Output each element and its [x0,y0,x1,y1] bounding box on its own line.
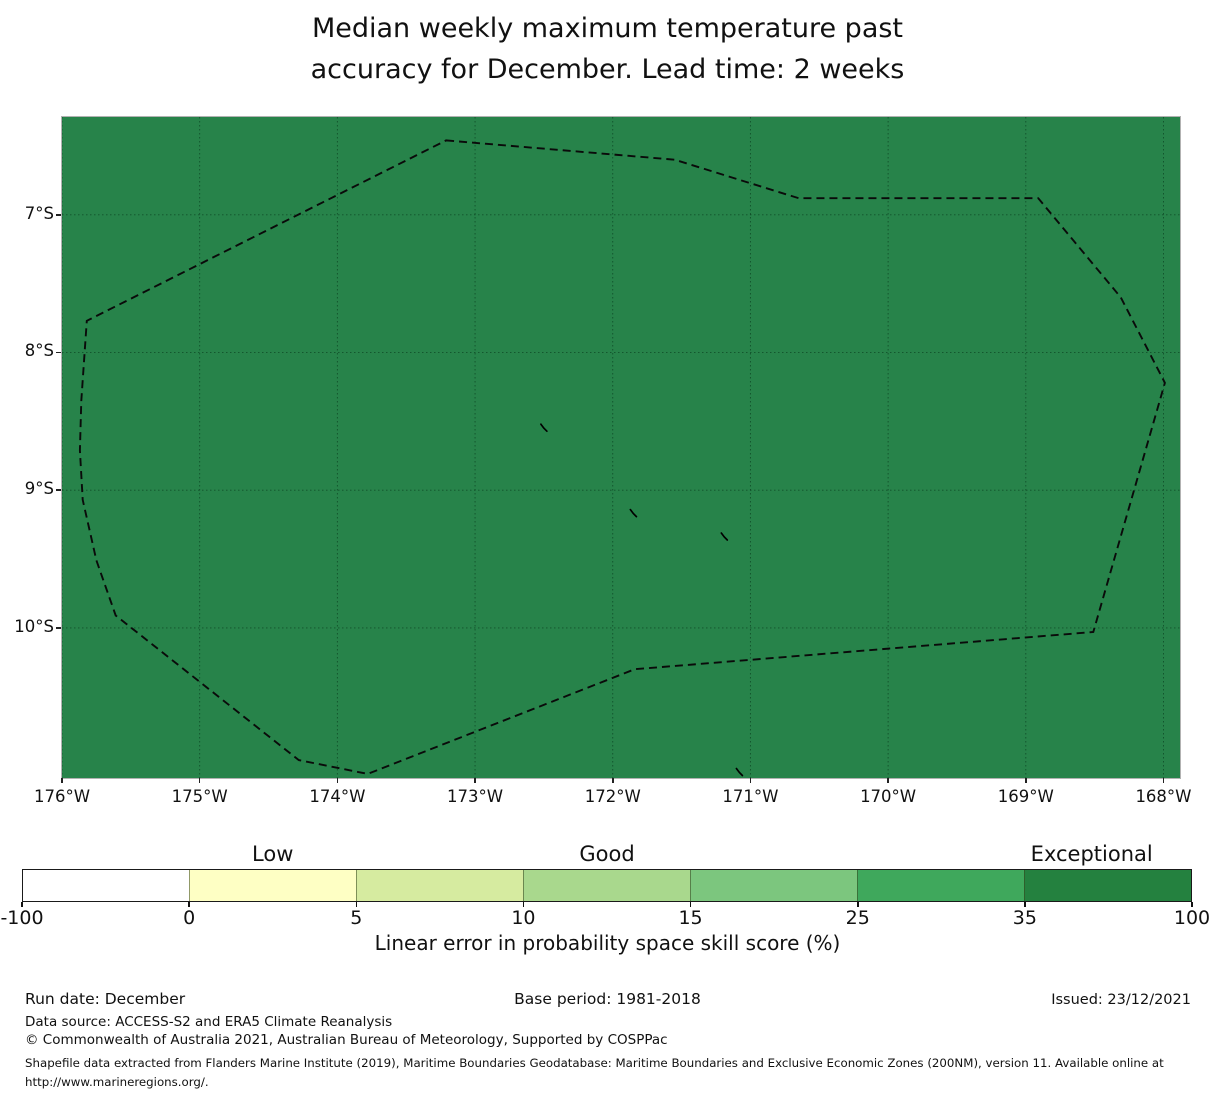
eez-boundary [78,139,1166,775]
x-axis-tick-label: 168°W [1135,787,1192,806]
y-axis-tick-label: 10°S [14,616,54,636]
colorbar-tick-mark [1191,902,1193,907]
y-axis-tick-mark [56,351,61,354]
colorbar-segment [690,870,857,901]
page-title: Median weekly maximum temperature past a… [310,13,905,85]
issued-date-text: Issued: 23/12/2021 [1051,992,1191,1008]
x-axis-tick-label: 171°W [722,787,779,806]
data-source-text: Data source: ACCESS-S2 and ERA5 Climate … [25,1014,393,1030]
colorbar-tick-label: 10 [511,907,536,929]
colorbar-category-label: Exceptional [1030,842,1153,866]
colorbar-tick-label: 0 [183,907,196,929]
base-period-text: Base period: 1981-2018 [514,990,701,1008]
x-axis-tick-mark [336,778,339,783]
x-axis-tick-label: 176°W [33,787,91,806]
colorbar [22,869,1192,902]
colorbar-tick-mark [1024,902,1026,907]
y-axis-tick-label: 9°S [24,479,54,499]
colorbar-segment [23,870,189,901]
x-axis-tick-mark [474,778,476,783]
y-axis-tick-mark [56,627,61,629]
x-axis-tick-mark [1025,778,1027,783]
run-date-text: Run date: December [25,990,186,1008]
x-axis-tick-label: 175°W [171,787,228,806]
x-axis-tick-label: 173°W [447,787,504,806]
colorbar-tick-mark [857,902,859,907]
x-axis-tick-mark [612,778,614,783]
x-axis-tick-label: 174°W [309,787,366,806]
shapefile-note-text: Shapefile data extracted from Flanders M… [25,1056,1164,1089]
island-marker [540,423,548,433]
colorbar-tick-label: 25 [845,907,870,929]
colorbar-tick-mark [689,902,692,907]
x-axis-tick-label: 172°W [584,787,641,806]
island-marker [629,508,638,518]
x-axis-tick-mark [749,778,752,783]
x-axis-tick-mark [61,778,63,783]
colorbar-tick-mark [21,902,23,907]
colorbar-tick-label: 35 [1012,907,1037,929]
island-marker [720,532,729,541]
colorbar-tick-label: 100 [1173,907,1211,929]
colorbar-category-label: Low [252,842,294,866]
copyright-text: © Commonwealth of Australia 2021, Austra… [25,1032,668,1048]
colorbar-tick-mark [188,902,190,907]
x-axis-tick-mark [198,778,201,783]
y-axis-tick-label: 7°S [24,203,54,223]
colorbar-tick-mark [355,902,358,907]
colorbar-segment [1024,870,1191,901]
colorbar-segments [23,870,1191,901]
x-axis-tick-mark [1162,778,1165,783]
x-axis-tick-label: 170°W [860,787,917,806]
colorbar-tick-label: 5 [350,907,363,929]
map-plot [61,116,1181,779]
x-axis-tick-mark [887,778,889,783]
y-axis-tick-mark [56,489,61,491]
colorbar-axis-label: Linear error in probability space skill … [374,931,841,955]
colorbar-tick-label: 15 [678,907,703,929]
island-marker [735,767,744,777]
y-axis-tick-mark [56,214,61,216]
colorbar-segment [857,870,1024,901]
map-canvas [62,117,1180,778]
colorbar-segment [189,870,356,901]
x-axis-tick-label: 169°W [997,787,1054,806]
colorbar-segment [356,870,523,901]
colorbar-tick-mark [522,902,525,907]
colorbar-tick-label: -100 [0,907,44,929]
colorbar-category-label: Good [579,842,635,866]
y-axis-tick-label: 8°S [24,341,54,361]
colorbar-segment [523,870,690,901]
